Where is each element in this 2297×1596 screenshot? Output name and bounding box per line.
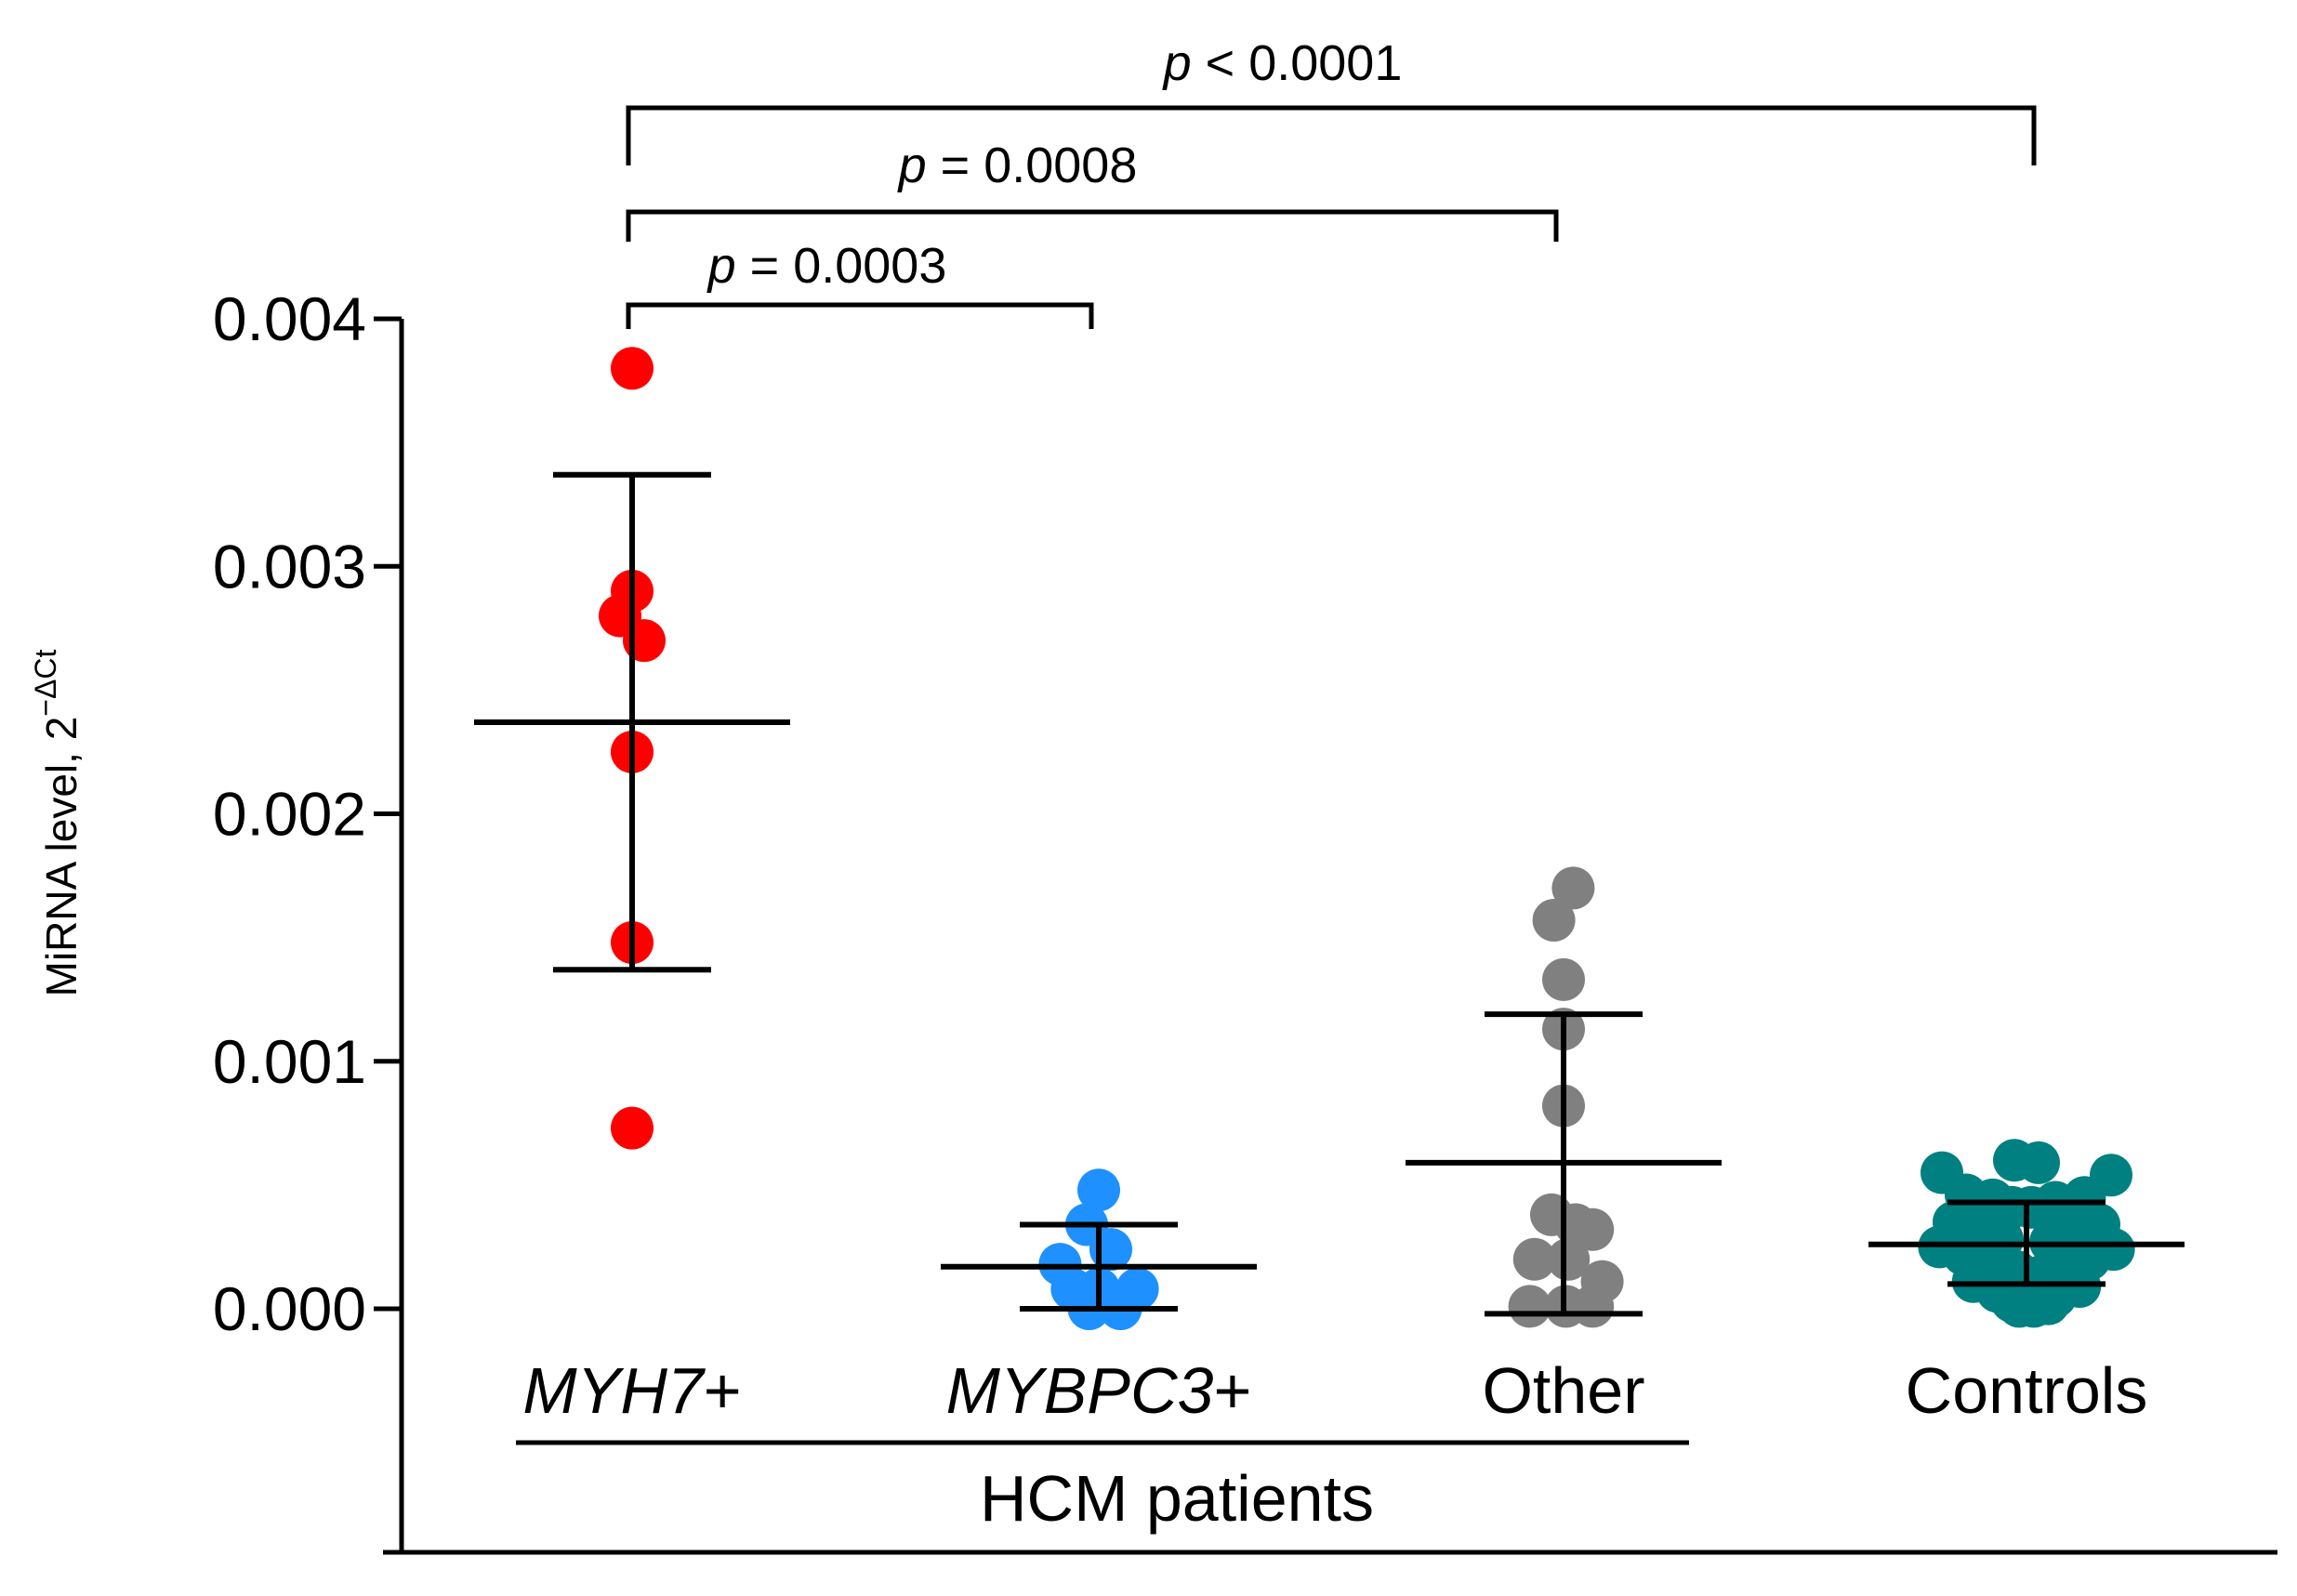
data-point (1551, 866, 1595, 910)
y-axis-label-main: MiRNA level, 2 (37, 717, 86, 997)
category-label-text: + (704, 1354, 742, 1427)
significance-bracket (626, 105, 2037, 165)
data-point (1547, 1237, 1591, 1281)
y-tick-label: 0.004 (213, 284, 366, 353)
category-label-italic: MYBPC3 (946, 1354, 1214, 1427)
data-point (2026, 1282, 2070, 1326)
p-value-label: p = 0.0008 (897, 138, 1138, 193)
data-points (599, 347, 2135, 1330)
group-annotation: HCM patients (516, 1440, 1689, 1535)
data-point (611, 347, 653, 390)
data-point (623, 619, 666, 663)
category-labels: MYH7+ MYBPC3+ Other Controls (522, 1354, 2147, 1427)
category-label: Controls (1906, 1354, 2148, 1427)
p-value-symbol: p (897, 138, 927, 193)
p-value-text: < 0.0001 (1192, 35, 1403, 91)
y-tick-label: 0.000 (213, 1274, 366, 1343)
category-label-italic: MYH7 (522, 1354, 706, 1427)
data-point (1508, 1285, 1551, 1328)
y-tick-label: 0.001 (213, 1027, 366, 1096)
y-axis-label-group: MiRNA level, 2−ΔCt (29, 650, 86, 997)
data-point (1532, 898, 1576, 942)
p-value-symbol: p (706, 238, 736, 294)
p-value-label: p = 0.0003 (706, 238, 947, 294)
significance-bracket (626, 302, 1094, 329)
data-point (1077, 1168, 1120, 1212)
y-tick-label: 0.003 (213, 532, 366, 600)
category-label: MYH7+ (522, 1354, 741, 1427)
category-label-text: Controls (1906, 1354, 2148, 1427)
y-axis: 0.004 0.003 0.002 0.001 0.000 (213, 284, 404, 1552)
p-value-label: p < 0.0001 (1162, 35, 1403, 91)
category-label-text: + (1213, 1354, 1251, 1427)
category-label: Other (1482, 1354, 1644, 1427)
p-value-text: = 0.0008 (927, 138, 1138, 193)
data-point (1571, 1207, 1615, 1251)
data-point (611, 1106, 653, 1150)
mean-sd-bars (474, 471, 2185, 1317)
data-point (1542, 957, 1585, 1001)
data-point (1512, 1237, 1556, 1281)
category-label-text: Other (1482, 1354, 1644, 1427)
data-point (2017, 1141, 2060, 1184)
p-value-symbol: p (1162, 35, 1192, 91)
significance-bracket (626, 209, 1559, 242)
data-point (1571, 1285, 1615, 1328)
y-axis-label-superscript: −ΔCt (29, 650, 62, 717)
p-value-text: = 0.0003 (736, 238, 947, 294)
y-axis-label: MiRNA level, 2−ΔCt (29, 650, 86, 997)
data-point (1990, 1185, 2034, 1229)
group-label: HCM patients (980, 1462, 1374, 1535)
y-tick-label: 0.002 (213, 780, 366, 849)
category-label: MYBPC3+ (946, 1354, 1252, 1427)
